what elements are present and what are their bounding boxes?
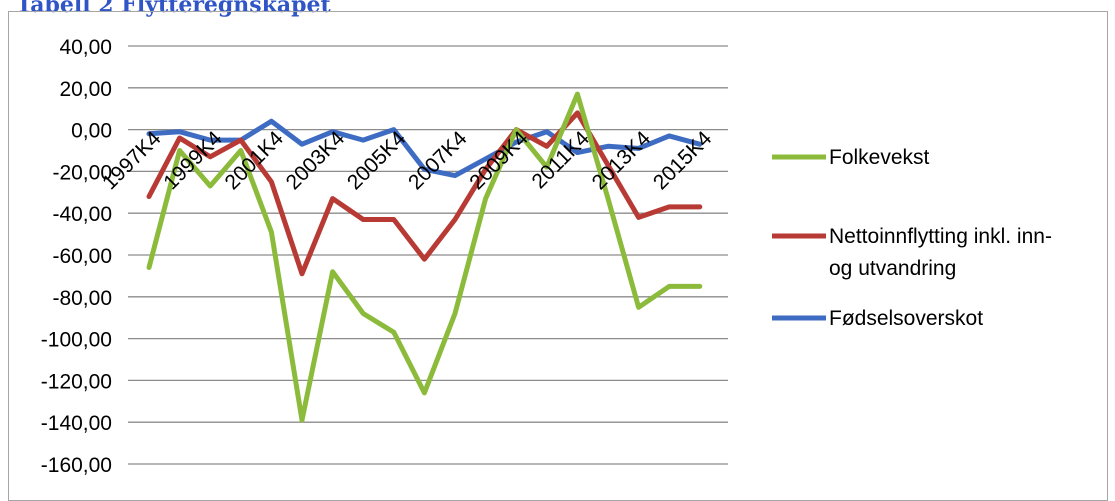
y-tick-label: 0,00 [71, 120, 112, 143]
legend-label-line: Fødselsoverskot [829, 307, 983, 330]
y-tick-label: -80,00 [52, 287, 112, 310]
y-tick-label: 20,00 [59, 78, 112, 101]
y-tick-label: -100,00 [41, 329, 112, 352]
y-tick-label: -60,00 [52, 245, 112, 268]
legend-label: Folkevekst [829, 146, 930, 169]
y-tick-label: 40,00 [59, 36, 112, 59]
y-tick-label: -40,00 [52, 203, 112, 226]
y-tick-label: -140,00 [41, 412, 112, 435]
series-lines [146, 91, 703, 423]
legend-label-line: Nettoinnflytting inkl. inn- [829, 225, 1052, 248]
y-tick-label: -20,00 [52, 161, 112, 184]
page-heading: Tabell 2 Flytteregnskapet [16, 0, 331, 18]
legend: Folkevekst Nettoinnflytting inkl. inn-og … [772, 146, 1052, 330]
x-tick-label: 2007K4 [404, 127, 472, 195]
y-tick-label: -160,00 [41, 454, 112, 477]
y-tick-label: -120,00 [41, 370, 112, 393]
series-line-folkevekst [146, 91, 703, 423]
y-axis-tick-labels: 40,00 20,00 0,00 -20,00 -40,00 -60,00 -80,00 -1… [41, 36, 112, 477]
legend-label-line: og utvandring [829, 257, 956, 280]
gridlines [128, 45, 728, 465]
legend-label: Nettoinnflytting inkl. inn-og utvandring [829, 225, 1052, 280]
line-chart: 40,00 20,00 0,00 -20,00 -40,00 -60,00 -80,00 -1… [41, 36, 1052, 477]
x-tick-label: 2009K4 [465, 127, 533, 195]
legend-label-line: Folkevekst [829, 146, 930, 169]
legend-label: Fødselsoverskot [829, 307, 983, 330]
x-tick-label: 2015K4 [649, 127, 717, 195]
series-line-nettoinnflytting-inkl-inn-og-utvandring [146, 110, 703, 277]
